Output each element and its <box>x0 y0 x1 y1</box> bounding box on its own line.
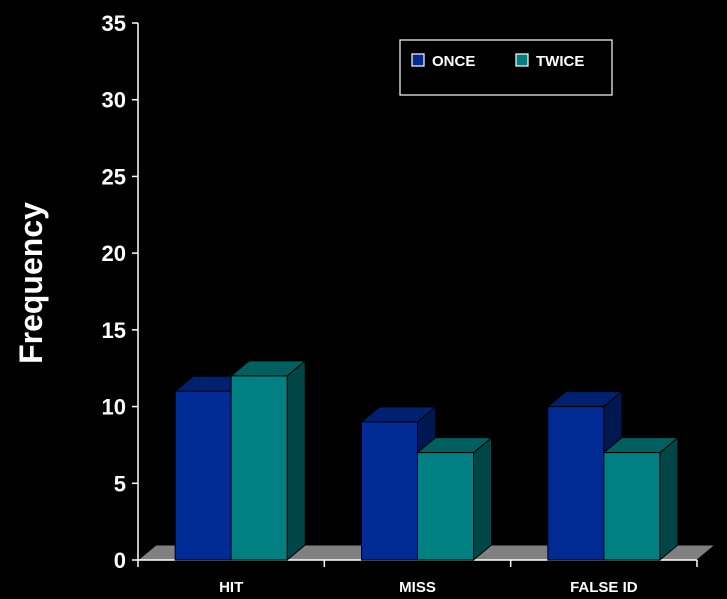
legend: ONCE TWICE <box>399 39 613 96</box>
legend-label-once: ONCE <box>432 53 475 70</box>
bar-front <box>417 452 474 561</box>
bar-front <box>174 390 232 561</box>
x-tick-label: HIT <box>219 579 243 596</box>
y-tick-label: 5 <box>114 471 126 496</box>
x-tick-label: MISS <box>399 579 436 596</box>
bar-side <box>473 436 492 562</box>
y-tick-label: 0 <box>114 548 126 573</box>
legend-label-twice: TWICE <box>536 53 584 70</box>
bar-twice-false-id <box>602 436 680 562</box>
bar-front <box>361 421 418 561</box>
y-tick-label: 25 <box>102 164 126 189</box>
bar-twice-miss <box>416 436 493 562</box>
bar-front <box>603 452 661 561</box>
y-tick-label: 30 <box>102 88 126 113</box>
y-tick-label: 10 <box>102 395 126 420</box>
y-tick-label: 15 <box>102 318 126 343</box>
legend-swatch-twice <box>515 53 529 67</box>
bar-twice-hit <box>229 359 307 562</box>
y-tick-label: 35 <box>102 11 126 36</box>
bar-side <box>659 436 679 562</box>
bar-once-false-id <box>546 390 624 562</box>
x-tick-label: FALSE ID <box>570 579 638 596</box>
y-axis-title: Frequency <box>13 202 49 364</box>
bars <box>173 359 680 562</box>
bar-front <box>230 375 288 561</box>
axis-labels: 0 5 10 15 20 25 30 35 HIT MISS FALSE ID <box>102 11 638 596</box>
legend-box <box>399 39 613 96</box>
bar-front <box>547 406 605 561</box>
y-tick-label: 20 <box>102 241 126 266</box>
legend-swatch-once <box>411 53 425 67</box>
bar-side <box>286 359 306 562</box>
